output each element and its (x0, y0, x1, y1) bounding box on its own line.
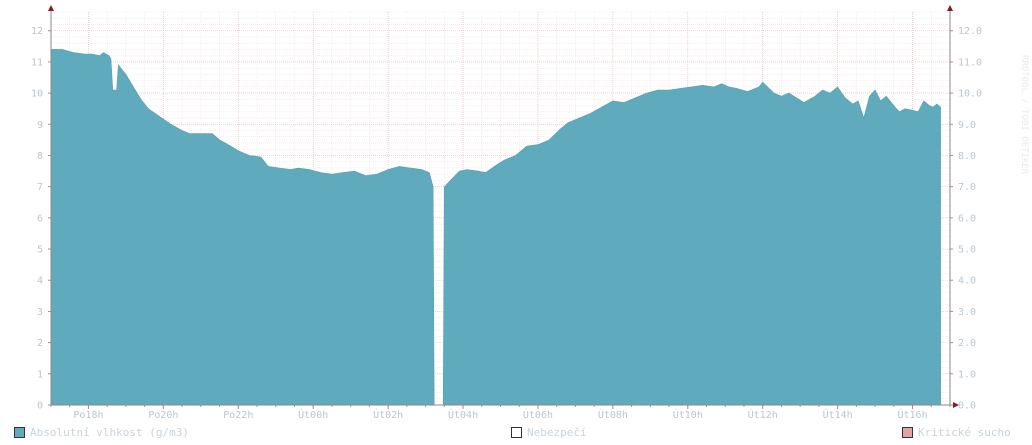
x-tick-label: Út06h (523, 408, 553, 420)
y-tick-label-left: 12 (31, 26, 43, 37)
x-tick-label: Út08h (598, 408, 628, 420)
y-tick-label-right: 6.0 (958, 213, 976, 224)
y-tick-label-right: 3.0 (958, 307, 976, 318)
y-tick-label-left: 6 (37, 213, 43, 224)
x-tick-label: Út14h (823, 408, 853, 420)
x-tick-label: Po20h (148, 410, 178, 420)
y-tick-label-left: 7 (37, 182, 43, 193)
legend-item-danger: Nebezpečí (511, 424, 587, 440)
y-tick-label-left: 0 (37, 401, 43, 412)
y-tick-label-right: 5.0 (958, 245, 976, 256)
x-ticks: Po18h Po20h Po22h Út00h Út02h Út04h Út06h Út08h… (50, 405, 951, 420)
x-tick-label: Út02h (373, 408, 403, 420)
x-tick-label: Út10h (673, 408, 703, 420)
y-tick-label-right: 1.0 (958, 369, 976, 380)
y-tick-label-right: 9.0 (958, 120, 976, 131)
x-tick-label: Po22h (223, 410, 253, 420)
y-tick-label-right: 2.0 (958, 338, 976, 349)
legend-label-critical-drought: Kritické sucho (918, 425, 1011, 439)
legend-item-critical-drought: Kritické sucho (902, 424, 1011, 440)
y-tick-label-left: 4 (37, 276, 43, 287)
legend-label-absolute-humidity: Absolutní vlhkost (g/m3) (30, 425, 189, 439)
y-tick-label-left: 5 (37, 245, 43, 256)
y-tick-label-right: 8.0 (958, 151, 976, 162)
y-tick-label-right: 0.0 (958, 401, 976, 412)
y-axis-left-arrow (48, 5, 54, 11)
y-tick-label-right: 12.0 (958, 26, 982, 37)
side-label: RRDTOOL / TOBI OETIKER (1019, 55, 1029, 175)
y-tick-label-left: 9 (37, 120, 43, 131)
y-tick-label-left: 11 (31, 57, 43, 68)
humidity-area (50, 49, 941, 406)
y-tick-label-right: 4.0 (958, 276, 976, 287)
y-tick-label-left: 10 (31, 89, 43, 100)
y-tick-label-right: 11.0 (958, 57, 982, 68)
legend-swatch-critical-drought (902, 426, 913, 438)
axes (48, 5, 959, 408)
legend-swatch-absolute-humidity (14, 426, 25, 438)
y-tick-label-right: 7.0 (958, 182, 976, 193)
y-tick-label-left: 2 (37, 338, 43, 349)
x-tick-label: Út04h (448, 408, 478, 420)
y-tick-label-left: 8 (37, 151, 43, 162)
y-axis-right-arrow (947, 5, 953, 11)
y-tick-label-left: 3 (37, 307, 43, 318)
legend-label-danger: Nebezpečí (527, 425, 587, 439)
x-tick-label: Út12h (748, 408, 778, 420)
legend-item-absolute-humidity: Absolutní vlhkost (g/m3) (14, 424, 189, 440)
legend-swatch-danger (511, 426, 522, 438)
y-ticks-right: 0.0 1.0 2.0 3.0 4.0 5.0 6.0 7.0 8.0 9.0 10.0 11.0 12… (950, 26, 982, 412)
x-tick-label: Po18h (73, 410, 103, 420)
y-tick-label-right: 10.0 (958, 89, 982, 100)
x-tick-label: Út16h (897, 408, 927, 420)
x-axis-arrow (953, 402, 959, 408)
y-tick-label-left: 1 (37, 369, 43, 380)
x-tick-label: Út00h (298, 408, 328, 420)
